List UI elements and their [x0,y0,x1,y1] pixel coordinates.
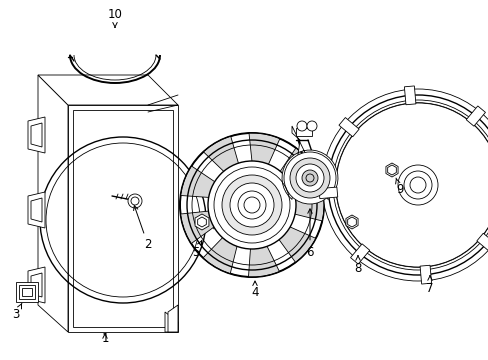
Text: 8: 8 [354,256,361,274]
Polygon shape [345,215,357,229]
Text: 4: 4 [251,281,258,298]
Polygon shape [338,117,358,137]
Circle shape [295,164,324,192]
Polygon shape [28,117,45,153]
Polygon shape [180,166,232,199]
Circle shape [229,183,273,227]
Polygon shape [28,192,45,228]
Polygon shape [282,126,337,199]
Polygon shape [267,148,315,194]
Circle shape [335,103,488,267]
Polygon shape [404,86,415,105]
Polygon shape [38,75,68,332]
Circle shape [321,89,488,281]
Polygon shape [465,106,485,126]
Text: 1: 1 [101,332,108,345]
Polygon shape [180,209,231,244]
Bar [22,288,32,296]
Bar [16,282,38,302]
Bar [295,128,311,136]
Circle shape [289,158,329,198]
Polygon shape [164,312,178,332]
Circle shape [207,161,295,249]
Polygon shape [387,165,395,175]
Bar [19,285,35,299]
Polygon shape [197,217,206,227]
Text: 2: 2 [133,206,151,252]
Polygon shape [68,105,178,332]
Circle shape [180,133,324,277]
Polygon shape [28,267,45,303]
Polygon shape [347,217,356,227]
Text: 9: 9 [395,178,403,197]
Polygon shape [38,75,178,105]
Circle shape [284,152,335,204]
Polygon shape [385,163,397,177]
Circle shape [306,121,316,131]
Polygon shape [476,233,488,252]
Text: 5: 5 [192,240,202,258]
Circle shape [397,165,437,205]
Polygon shape [203,136,244,187]
Polygon shape [419,265,431,284]
Text: 6: 6 [305,209,313,258]
Polygon shape [248,133,279,184]
Text: 7: 7 [426,276,433,294]
Circle shape [222,175,282,235]
Polygon shape [203,222,242,274]
Polygon shape [168,305,178,332]
Polygon shape [265,218,315,262]
Polygon shape [248,226,279,277]
Polygon shape [273,189,324,221]
Text: 10: 10 [107,9,122,27]
Polygon shape [350,244,369,264]
Polygon shape [195,214,208,230]
Circle shape [296,121,306,131]
Circle shape [302,170,317,186]
Text: 3: 3 [12,303,22,321]
Polygon shape [318,187,337,199]
Circle shape [128,194,142,208]
